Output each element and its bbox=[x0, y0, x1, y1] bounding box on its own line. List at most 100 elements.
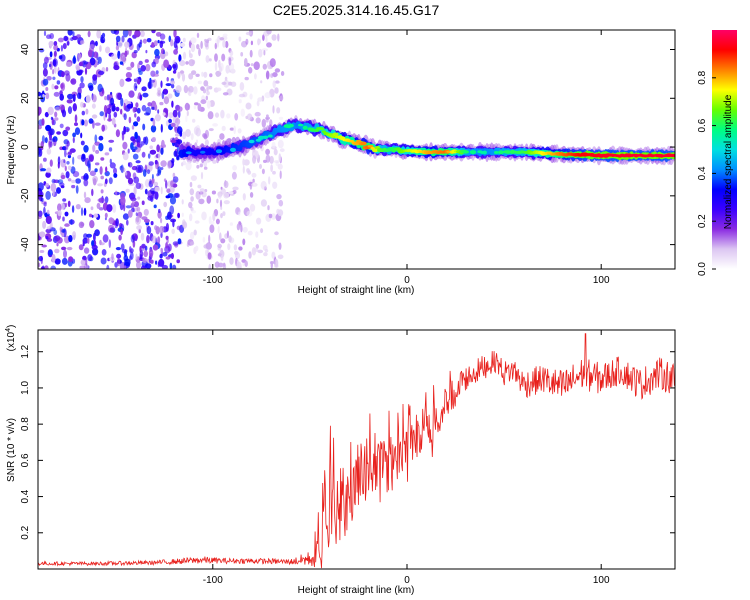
noise-blob bbox=[56, 242, 59, 247]
noise-blob bbox=[277, 33, 280, 42]
noise-blob bbox=[163, 96, 170, 105]
noise-blob bbox=[151, 235, 157, 244]
noise-blob bbox=[139, 250, 144, 258]
noise-blob bbox=[206, 100, 211, 109]
noise-blob bbox=[278, 153, 282, 162]
snr-frame bbox=[37, 329, 676, 570]
noise-blob bbox=[146, 226, 152, 235]
noise-blob bbox=[279, 170, 282, 179]
noise-blob bbox=[59, 93, 64, 101]
noise-blob bbox=[133, 201, 139, 208]
noise-blob bbox=[66, 246, 73, 251]
noise-blob bbox=[190, 37, 197, 44]
noise-blob bbox=[56, 131, 61, 135]
noise-blob bbox=[249, 203, 256, 212]
noise-blob bbox=[171, 228, 175, 234]
noise-blob bbox=[48, 40, 54, 47]
noise-blob bbox=[57, 203, 62, 212]
colorbar-tick-label: 0.4 bbox=[697, 166, 708, 180]
noise-blob bbox=[43, 30, 47, 36]
noise-blob bbox=[272, 181, 278, 189]
noise-blob bbox=[176, 225, 181, 231]
noise-blob bbox=[92, 144, 96, 153]
noise-blob bbox=[273, 160, 280, 164]
noise-blob bbox=[89, 170, 96, 177]
noise-blob bbox=[132, 106, 136, 113]
noise-blob bbox=[154, 159, 158, 165]
noise-blob bbox=[110, 97, 115, 106]
noise-blob bbox=[158, 208, 161, 214]
noise-blob bbox=[62, 129, 69, 137]
noise-blob bbox=[212, 212, 216, 222]
noise-blob bbox=[243, 159, 250, 166]
noise-blob bbox=[228, 235, 232, 243]
spectrogram-panel: -100 0 100 -40 -20 0 20 40 Height of straight l… bbox=[6, 29, 676, 296]
noise-blob bbox=[45, 190, 51, 200]
colorbar-tick-label: 0.2 bbox=[697, 214, 708, 228]
noise-blob bbox=[98, 207, 104, 211]
noise-blob bbox=[198, 191, 204, 195]
colorbar-tick-label: 0.6 bbox=[697, 118, 708, 132]
noise-blob bbox=[74, 114, 78, 123]
noise-blob bbox=[204, 40, 209, 48]
noise-blob bbox=[157, 109, 160, 114]
noise-blob bbox=[38, 262, 41, 268]
noise-blob bbox=[211, 190, 216, 195]
noise-blob bbox=[83, 247, 90, 254]
noise-blob bbox=[81, 154, 86, 162]
noise-blob bbox=[133, 121, 139, 127]
noise-blob bbox=[97, 56, 102, 64]
noise-blob bbox=[170, 252, 174, 260]
noise-blob bbox=[169, 186, 175, 194]
noise-blob bbox=[162, 112, 166, 116]
noise-blob bbox=[153, 204, 157, 209]
noise-blob bbox=[124, 41, 130, 48]
noise-blob bbox=[207, 252, 212, 260]
ridge-mark bbox=[493, 151, 499, 154]
noise-blob bbox=[124, 258, 131, 267]
noise-blob bbox=[233, 244, 238, 251]
noise-blob bbox=[67, 178, 72, 182]
noise-blob bbox=[192, 118, 196, 123]
noise-blob bbox=[151, 106, 156, 110]
noise-blob bbox=[136, 225, 143, 231]
noise-blob bbox=[135, 216, 140, 223]
noise-blob bbox=[125, 188, 130, 193]
noise-blob bbox=[137, 78, 141, 85]
noise-blob bbox=[64, 149, 67, 158]
ridge-mark bbox=[463, 150, 469, 154]
noise-blob bbox=[193, 86, 198, 95]
noise-blob bbox=[167, 243, 172, 252]
noise-blob bbox=[244, 58, 248, 66]
noise-blob bbox=[190, 43, 196, 53]
noise-blob bbox=[200, 40, 203, 49]
noise-blob bbox=[242, 158, 245, 166]
noise-blob bbox=[38, 210, 43, 217]
noise-blob bbox=[266, 114, 269, 118]
noise-blob bbox=[111, 253, 114, 261]
noise-blob bbox=[268, 213, 273, 219]
noise-blob bbox=[193, 105, 197, 110]
noise-blob bbox=[185, 129, 191, 137]
noise-blob bbox=[44, 137, 48, 144]
noise-blob bbox=[223, 262, 226, 267]
noise-blob bbox=[157, 236, 161, 245]
noise-blob bbox=[45, 92, 50, 100]
noise-blob bbox=[162, 252, 168, 257]
ridge-mark bbox=[185, 151, 192, 155]
noise-blob bbox=[105, 67, 109, 72]
ridge-mark bbox=[262, 135, 269, 139]
ridge-mark bbox=[318, 127, 325, 131]
noise-blob bbox=[147, 102, 152, 107]
noise-blob bbox=[195, 127, 201, 137]
noise-blob bbox=[160, 123, 163, 133]
noise-blob bbox=[99, 242, 105, 246]
noise-blob bbox=[186, 110, 189, 117]
noise-blob bbox=[163, 59, 170, 68]
noise-blob bbox=[238, 246, 243, 251]
noise-blob bbox=[160, 217, 163, 224]
noise-blob bbox=[212, 123, 219, 127]
noise-blob bbox=[257, 249, 264, 254]
noise-blob bbox=[268, 176, 271, 185]
